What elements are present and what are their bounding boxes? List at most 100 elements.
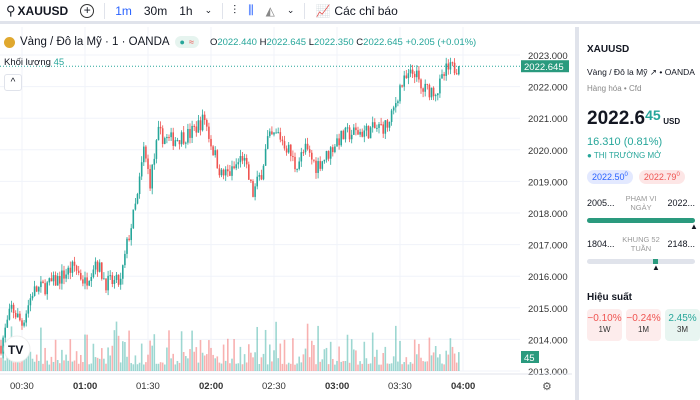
volume-bar (145, 362, 147, 371)
bar-chart-icon[interactable]: ⫶ (233, 3, 237, 17)
volume-bar (411, 363, 414, 371)
settings-gear-icon[interactable]: ⚙ (542, 381, 552, 393)
volume-bar (342, 361, 345, 371)
volume-bar (63, 360, 65, 371)
price-chart[interactable]: 2023.000 2022.000 2021.000 2020.000 2019.000… (0, 27, 572, 400)
candle-chart-icon[interactable]: ⫼ (248, 3, 254, 17)
candle-body (445, 63, 447, 76)
volume-bar (296, 363, 298, 371)
volume-bar (50, 356, 53, 371)
interval-30m[interactable]: 30m (143, 3, 168, 18)
candle-body (271, 131, 273, 135)
candle-body (447, 63, 450, 70)
area-chart-icon[interactable]: ◭ (265, 3, 275, 18)
candle-body (229, 171, 231, 176)
x-tick-label: 00:30 (10, 381, 34, 392)
volume-bar (130, 363, 132, 371)
candle-body (380, 124, 382, 126)
interval-1m[interactable]: 1m (115, 3, 132, 18)
candle-body (311, 152, 313, 160)
candle-body (325, 151, 328, 160)
compare-button[interactable]: + (74, 1, 100, 21)
volume-bar (424, 361, 426, 371)
indicators-button[interactable]: 📈 Các chỉ báo (315, 3, 398, 18)
volume-bar (119, 362, 122, 371)
volume-bar (405, 357, 408, 371)
volume-bar (80, 354, 82, 371)
candle-body (124, 253, 126, 266)
last-price-tag (521, 60, 569, 73)
perf-1w[interactable]: −0.10% 1W (587, 309, 622, 341)
panel-symbol: XAUUSD (587, 44, 630, 55)
collapse-legend-button[interactable]: ^ (4, 74, 22, 91)
volume-bar (434, 346, 437, 371)
candle-body (201, 114, 204, 131)
candle-body (357, 130, 359, 135)
market-status-pill[interactable]: ● ≈ (174, 36, 199, 48)
volume-bar (302, 354, 305, 371)
volume-bar (61, 349, 63, 371)
candle-body (275, 132, 277, 134)
volume-bar (25, 354, 27, 371)
candle-body (132, 209, 135, 229)
candle-body (298, 161, 300, 169)
perf-1m[interactable]: −0.24% 1M (626, 309, 661, 341)
interval-1h[interactable]: 1h (179, 3, 193, 18)
candle-body (250, 179, 252, 182)
volume-bar (439, 354, 441, 371)
candle-body (371, 122, 374, 128)
volume-bar (185, 356, 187, 371)
volume-bar (426, 361, 429, 371)
volume-bar (325, 347, 328, 371)
perf-3m[interactable]: 2.45% 3M (665, 309, 700, 341)
volume-bar (161, 362, 164, 371)
volume-bar (216, 356, 219, 371)
candle-body (376, 127, 378, 129)
candle-body (128, 238, 130, 241)
bid-price[interactable]: 2022.500 (587, 170, 633, 184)
candle-body (195, 126, 198, 133)
chevron-down-icon[interactable]: ⌄ (204, 5, 213, 15)
volume-bar (71, 361, 74, 371)
volume-bar (407, 364, 410, 371)
last-volume-label: 45 (524, 353, 535, 364)
volume-bar (357, 364, 359, 371)
volume-bar (44, 347, 46, 371)
volume-bar (92, 343, 95, 371)
volume-bar (350, 339, 353, 371)
candle-body (84, 277, 86, 284)
candle-body (346, 127, 349, 129)
candle-body (418, 70, 420, 80)
symbol-search[interactable]: ⚲ XAUUSD (6, 2, 69, 18)
volume-bar (264, 329, 267, 371)
candle-body (350, 134, 353, 140)
candle-body (6, 319, 9, 328)
candle-body (277, 132, 279, 134)
volume-bar (294, 364, 296, 371)
chevron-down-icon[interactable]: ⌄ (286, 5, 295, 15)
volume-bar (418, 343, 420, 371)
volume-bar (218, 362, 221, 371)
candle-body (363, 130, 366, 137)
volume-bar (38, 360, 40, 371)
volume-bar (449, 338, 452, 371)
volume-bar (122, 341, 124, 371)
volume-bar (82, 362, 84, 371)
external-link-icon[interactable]: ↗ (649, 67, 657, 77)
candle-body (308, 149, 311, 153)
candle-body (161, 128, 164, 144)
volume-bar (189, 349, 191, 371)
candle-body (430, 87, 433, 98)
candle-body (397, 101, 399, 104)
volume-bar (365, 358, 368, 371)
candle-body (86, 277, 88, 286)
volume-bar (290, 363, 292, 371)
volume-bar (273, 350, 275, 371)
candle-body (252, 181, 254, 197)
ask-price[interactable]: 2022.790 (638, 170, 685, 184)
candle-body (103, 278, 105, 280)
candle-body (399, 85, 401, 102)
volume-bar (132, 364, 135, 371)
volume-bar (6, 349, 9, 371)
candle-body (48, 278, 51, 283)
